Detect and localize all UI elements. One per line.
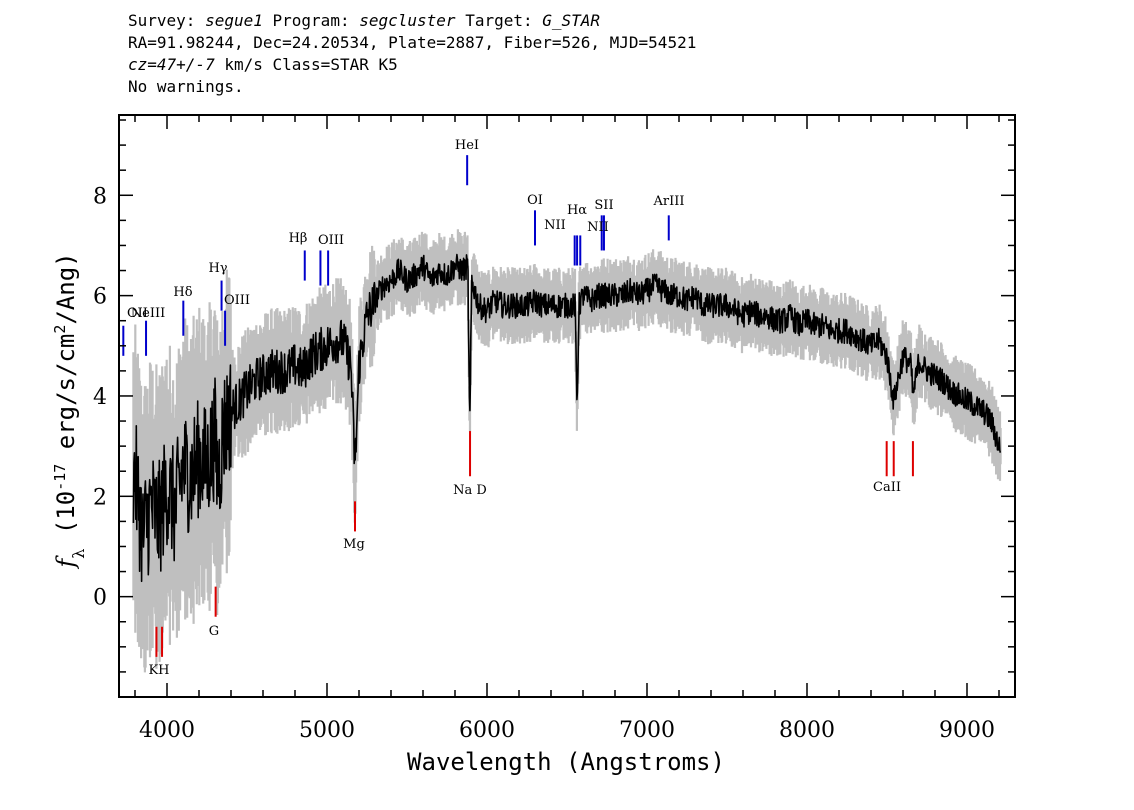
y-tick-label: 0 [93, 586, 107, 611]
line-marker-layer [122, 155, 914, 657]
header-line-3: cz=47+/-7 km/s Class=STAR K5 [128, 54, 696, 76]
error-band-layer [132, 229, 1002, 673]
spectral-line-label: OIII [224, 293, 250, 308]
x-tick-label: 8000 [779, 718, 835, 743]
x-tick-label: 9000 [939, 718, 995, 743]
spectral-line-label: OII [127, 306, 148, 321]
y-tick-label: 6 [93, 285, 107, 310]
spectral-line-label: Hδ [173, 285, 192, 300]
header-line-1: Survey: segue1 Program: segcluster Targe… [128, 10, 696, 32]
spectral-line-label: NeIII [131, 306, 165, 321]
spectral-line-label: HeI [455, 138, 479, 153]
spectral-line-label: Hβ [289, 231, 308, 246]
program-label: Program: [272, 11, 350, 30]
y-axis-title: fλ (10-17 erg/s/cm2/Ang) [51, 252, 88, 569]
spectral-line-label: G [209, 624, 219, 639]
spectral-line-label: NII [587, 220, 609, 235]
header-line-2: RA=91.98244, Dec=24.20534, Plate=2887, F… [128, 33, 697, 52]
spectral-line-label: SII [594, 198, 613, 213]
x-tick-label: 5000 [299, 718, 355, 743]
spectrum-header: Survey: segue1 Program: segcluster Targe… [128, 10, 696, 98]
x-tick-label: 7000 [619, 718, 675, 743]
spectral-line-label: KH [148, 663, 169, 678]
plot-frame [118, 114, 1016, 698]
spectral-line-label: Hα [567, 203, 587, 218]
spectral-line-label: ArIII [652, 194, 684, 209]
spectral-line-label: Mg [343, 537, 365, 552]
survey-value: segue1 [205, 11, 263, 30]
spectral-line-label: Na D [453, 483, 487, 498]
spectral-line-label: CaII [873, 480, 901, 495]
survey-label: Survey: [128, 11, 196, 30]
y-tick-label: 4 [93, 385, 107, 410]
redshift-unit: km/s [224, 55, 263, 74]
flux-layer [132, 253, 1002, 583]
axes-layer: 4000 5000 6000 7000 8000 9000 0 2 4 6 8 [93, 114, 1016, 743]
y-tick-label: 8 [93, 184, 107, 209]
target-value: G_STAR [542, 11, 601, 30]
x-tick-label: 4000 [139, 718, 195, 743]
flux-series-line [132, 253, 1002, 583]
spectral-line-label: NII [544, 218, 566, 233]
y-tick-label: 2 [93, 485, 107, 510]
redshift-value: cz=47+/-7 [128, 55, 215, 74]
spectral-line-label: Hγ [208, 261, 227, 276]
header-line-4: No warnings. [128, 77, 244, 96]
spectral-line-label: OI [527, 193, 543, 208]
class-text: Class=STAR K5 [272, 55, 398, 74]
x-tick-label: 6000 [459, 718, 515, 743]
spectral-line-label: OIII [318, 233, 344, 248]
y-axis-title-text: fλ (10-17 erg/s/cm2/Ang) [51, 252, 88, 569]
program-value: segcluster [359, 11, 456, 30]
error-band [132, 229, 1002, 673]
target-label: Target: [465, 11, 533, 30]
x-axis-title: Wavelength (Angstroms) [407, 748, 725, 776]
